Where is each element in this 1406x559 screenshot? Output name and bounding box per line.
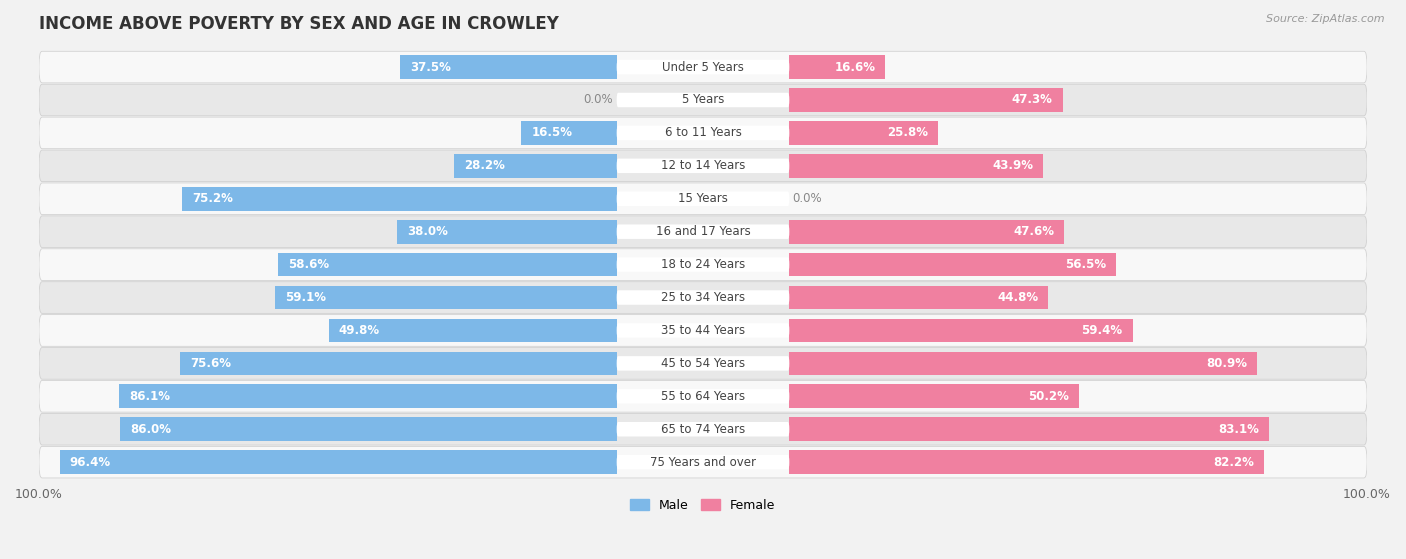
Legend: Male, Female: Male, Female bbox=[626, 494, 780, 517]
Bar bbox=[276, 286, 617, 309]
Text: 6 to 11 Years: 6 to 11 Years bbox=[665, 126, 741, 139]
Text: Under 5 Years: Under 5 Years bbox=[662, 60, 744, 74]
Text: 37.5%: 37.5% bbox=[411, 60, 451, 74]
Text: 16.6%: 16.6% bbox=[834, 60, 876, 74]
Text: 35 to 44 Years: 35 to 44 Years bbox=[661, 324, 745, 337]
FancyBboxPatch shape bbox=[39, 446, 1367, 478]
Text: 45 to 54 Years: 45 to 54 Years bbox=[661, 357, 745, 370]
Text: 0.0%: 0.0% bbox=[793, 192, 823, 205]
Text: 50.2%: 50.2% bbox=[1029, 390, 1070, 403]
Bar bbox=[522, 121, 617, 145]
FancyBboxPatch shape bbox=[39, 348, 1367, 379]
Bar bbox=[789, 55, 886, 79]
Text: 58.6%: 58.6% bbox=[288, 258, 329, 271]
Text: 18 to 24 Years: 18 to 24 Years bbox=[661, 258, 745, 271]
Text: 25 to 34 Years: 25 to 34 Years bbox=[661, 291, 745, 304]
FancyBboxPatch shape bbox=[39, 84, 1367, 116]
Bar bbox=[789, 286, 1047, 309]
FancyBboxPatch shape bbox=[39, 315, 1367, 346]
Bar bbox=[183, 187, 617, 211]
Bar bbox=[329, 319, 617, 342]
Text: 59.1%: 59.1% bbox=[285, 291, 326, 304]
FancyBboxPatch shape bbox=[39, 117, 1367, 149]
FancyBboxPatch shape bbox=[39, 414, 1367, 445]
Bar bbox=[789, 385, 1080, 408]
Text: 49.8%: 49.8% bbox=[339, 324, 380, 337]
FancyBboxPatch shape bbox=[39, 51, 1367, 83]
FancyBboxPatch shape bbox=[39, 216, 1367, 248]
Bar bbox=[789, 451, 1264, 474]
Bar bbox=[401, 55, 617, 79]
Text: 75.2%: 75.2% bbox=[193, 192, 233, 205]
Text: 86.1%: 86.1% bbox=[129, 390, 170, 403]
FancyBboxPatch shape bbox=[617, 455, 789, 470]
Bar bbox=[789, 418, 1270, 441]
FancyBboxPatch shape bbox=[617, 389, 789, 404]
Text: 12 to 14 Years: 12 to 14 Years bbox=[661, 159, 745, 172]
Text: 86.0%: 86.0% bbox=[129, 423, 170, 435]
FancyBboxPatch shape bbox=[617, 290, 789, 305]
Text: 16 and 17 Years: 16 and 17 Years bbox=[655, 225, 751, 238]
Text: 5 Years: 5 Years bbox=[682, 93, 724, 107]
Text: 28.2%: 28.2% bbox=[464, 159, 505, 172]
FancyBboxPatch shape bbox=[39, 381, 1367, 412]
Text: 75.6%: 75.6% bbox=[190, 357, 231, 370]
FancyBboxPatch shape bbox=[617, 225, 789, 239]
FancyBboxPatch shape bbox=[39, 282, 1367, 314]
FancyBboxPatch shape bbox=[617, 60, 789, 74]
Bar bbox=[789, 319, 1132, 342]
Text: 47.6%: 47.6% bbox=[1014, 225, 1054, 238]
Text: 82.2%: 82.2% bbox=[1213, 456, 1254, 468]
Text: 0.0%: 0.0% bbox=[583, 93, 613, 107]
Bar bbox=[120, 418, 617, 441]
Text: 75 Years and over: 75 Years and over bbox=[650, 456, 756, 468]
Bar bbox=[454, 154, 617, 178]
Text: 16.5%: 16.5% bbox=[531, 126, 572, 139]
Text: 83.1%: 83.1% bbox=[1219, 423, 1260, 435]
Bar bbox=[120, 385, 617, 408]
Text: 15 Years: 15 Years bbox=[678, 192, 728, 205]
FancyBboxPatch shape bbox=[39, 183, 1367, 215]
Text: 96.4%: 96.4% bbox=[70, 456, 111, 468]
Bar bbox=[396, 220, 617, 244]
FancyBboxPatch shape bbox=[39, 249, 1367, 281]
FancyBboxPatch shape bbox=[617, 159, 789, 173]
FancyBboxPatch shape bbox=[617, 257, 789, 272]
Text: Source: ZipAtlas.com: Source: ZipAtlas.com bbox=[1267, 14, 1385, 24]
Bar bbox=[789, 352, 1257, 375]
FancyBboxPatch shape bbox=[39, 150, 1367, 182]
Text: 47.3%: 47.3% bbox=[1012, 93, 1053, 107]
Text: 55 to 64 Years: 55 to 64 Years bbox=[661, 390, 745, 403]
Text: INCOME ABOVE POVERTY BY SEX AND AGE IN CROWLEY: INCOME ABOVE POVERTY BY SEX AND AGE IN C… bbox=[39, 15, 558, 33]
Bar bbox=[278, 253, 617, 277]
Text: 59.4%: 59.4% bbox=[1081, 324, 1122, 337]
FancyBboxPatch shape bbox=[617, 126, 789, 140]
FancyBboxPatch shape bbox=[617, 356, 789, 371]
FancyBboxPatch shape bbox=[617, 422, 789, 437]
FancyBboxPatch shape bbox=[617, 93, 789, 107]
Bar bbox=[789, 220, 1064, 244]
Text: 38.0%: 38.0% bbox=[408, 225, 449, 238]
Text: 80.9%: 80.9% bbox=[1206, 357, 1247, 370]
Text: 56.5%: 56.5% bbox=[1064, 258, 1105, 271]
Text: 65 to 74 Years: 65 to 74 Years bbox=[661, 423, 745, 435]
Bar bbox=[789, 154, 1043, 178]
Bar bbox=[180, 352, 617, 375]
FancyBboxPatch shape bbox=[617, 192, 789, 206]
Bar bbox=[789, 121, 938, 145]
Text: 25.8%: 25.8% bbox=[887, 126, 928, 139]
FancyBboxPatch shape bbox=[617, 323, 789, 338]
Text: 44.8%: 44.8% bbox=[997, 291, 1038, 304]
Text: 43.9%: 43.9% bbox=[993, 159, 1033, 172]
Bar bbox=[789, 253, 1116, 277]
Bar bbox=[59, 451, 617, 474]
Bar bbox=[789, 88, 1063, 112]
